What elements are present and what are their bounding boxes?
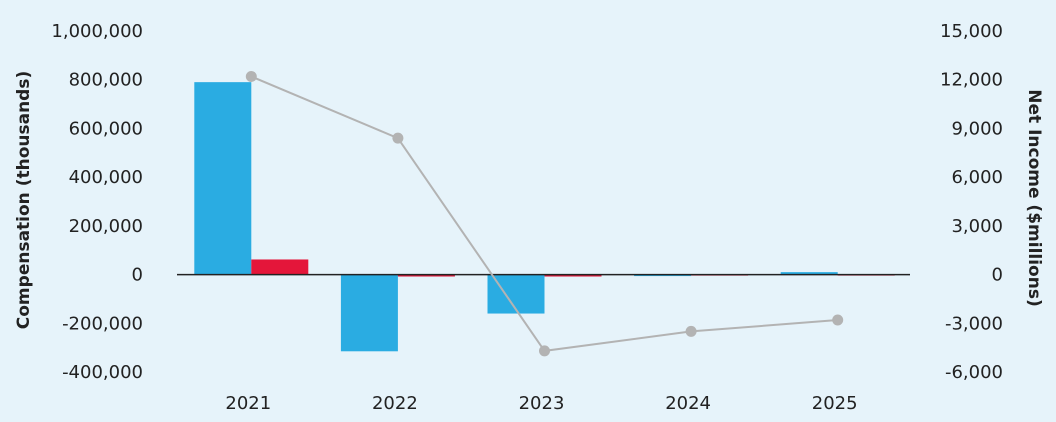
x-tick-label: 2021 [225,393,271,414]
bar-series [194,82,895,352]
right-tick-label: 15,000 [940,21,1003,42]
net-income-line [245,70,844,357]
x-axis-ticks: 2021 2022 2023 2024 2025 [225,393,857,414]
line-point [685,325,697,337]
right-tick-label: 12,000 [940,70,1003,91]
left-tick-label: 800,000 [69,70,143,91]
bar [544,274,602,277]
bar [397,274,455,277]
bar [251,259,309,275]
left-tick-label: -200,000 [62,313,143,334]
right-axis-ticks: -6,000 -3,000 0 3,000 6,000 9,000 12,000 15,000 [940,21,1003,383]
x-tick-label: 2022 [372,393,418,414]
right-tick-label: 3,000 [951,216,1003,237]
bar [780,272,838,275]
line-point [539,345,550,357]
right-tick-label: -3,000 [945,313,1003,334]
right-tick-label: 6,000 [951,167,1003,188]
right-axis-title: Net Income ($millions) [1024,89,1044,306]
left-tick-label: 400,000 [69,167,143,188]
line-point [245,70,257,82]
bar [340,274,398,352]
right-tick-label: -6,000 [945,362,1003,383]
right-tick-label: 0 [992,265,1003,286]
line-point [392,132,404,144]
bar [194,82,252,275]
left-tick-label: 200,000 [69,216,143,237]
line-point [832,314,844,326]
x-tick-label: 2023 [519,393,565,414]
x-tick-label: 2024 [665,393,711,414]
right-tick-label: 9,000 [951,118,1003,139]
left-tick-label: -400,000 [62,362,143,383]
left-axis-ticks: -400,000 -200,000 0 200,000 400,000 600,000 80… [51,21,143,383]
left-tick-label: 600,000 [69,118,143,139]
left-axis-title: Compensation (thousands) [14,71,34,329]
left-tick-label: 1,000,000 [51,21,143,42]
left-tick-label: 0 [132,265,143,286]
x-tick-label: 2025 [812,393,858,414]
